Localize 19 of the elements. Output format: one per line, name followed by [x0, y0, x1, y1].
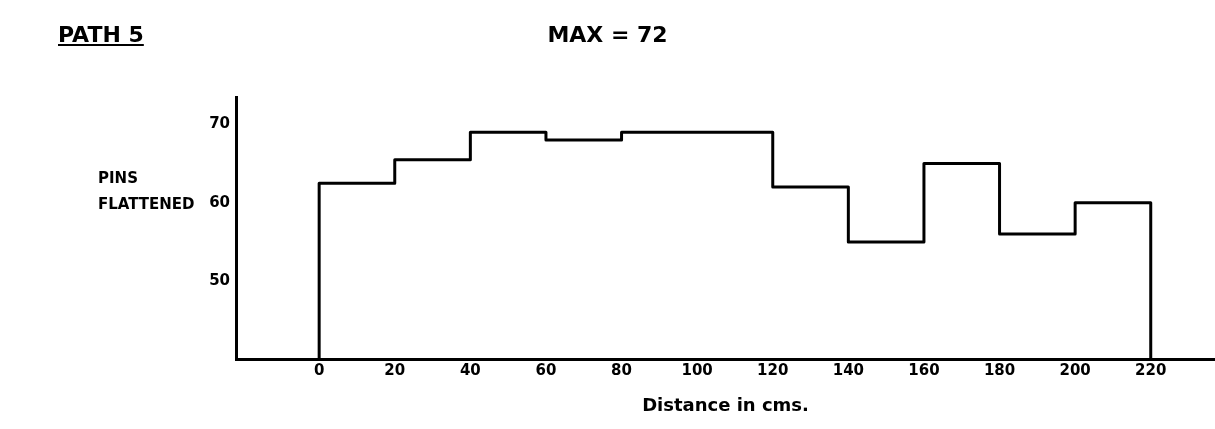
y-axis-title: PINS FLATTENED	[98, 169, 195, 213]
x-tick-label: 80	[611, 361, 632, 380]
y-tick-label: 50	[209, 270, 230, 289]
x-tick-label: 200	[1059, 361, 1091, 380]
x-tick-label: 60	[535, 361, 557, 380]
y-tick-label: 60	[209, 192, 230, 211]
chart-title: PATH 5	[58, 22, 144, 47]
x-tick-label: 40	[459, 361, 481, 380]
x-tick-label: 180	[983, 361, 1016, 380]
x-tick-label: 160	[908, 361, 940, 380]
x-tick-label: 100	[681, 361, 713, 380]
y-tick-label: 70	[209, 114, 230, 133]
x-tick-label: 0	[313, 361, 325, 380]
chart-subtitle: MAX = 72	[547, 22, 668, 47]
x-tick-label: 20	[384, 361, 406, 380]
x-axis-title: Distance in cms.	[642, 393, 809, 415]
x-tick-label: 220	[1135, 361, 1167, 380]
x-tick-label: 140	[832, 361, 864, 380]
x-tick-label: 120	[757, 361, 789, 380]
